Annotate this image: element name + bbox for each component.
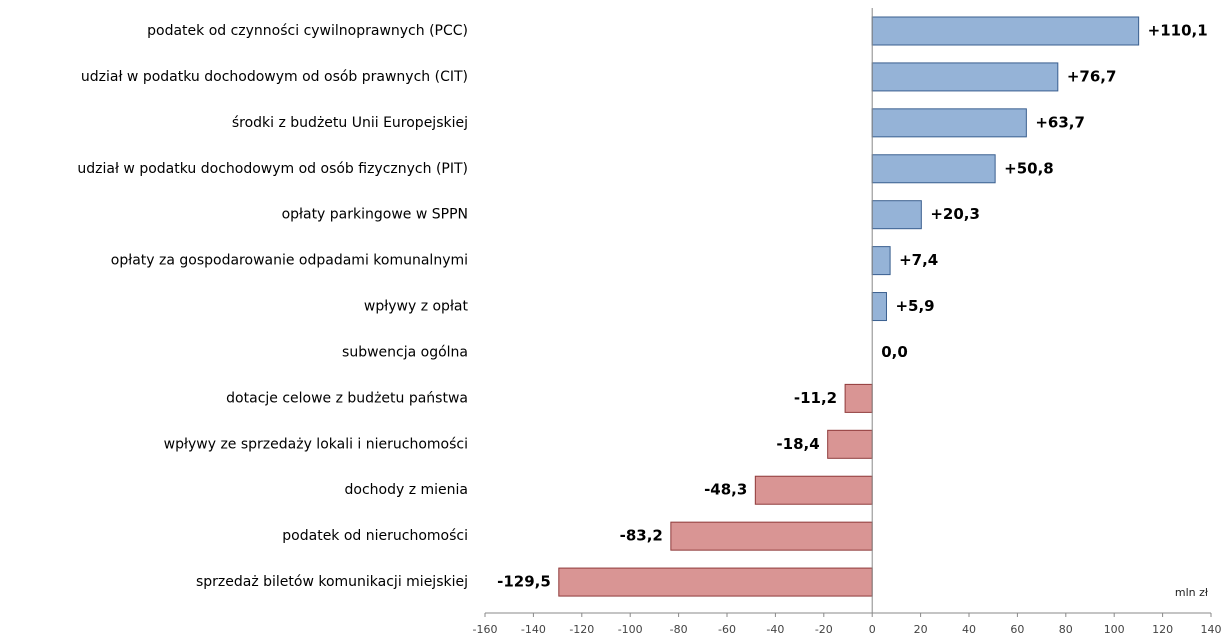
x-tick-label: 80 — [1059, 623, 1073, 636]
category-label: podatek od nieruchomości — [282, 528, 468, 544]
value-label: +63,7 — [1035, 113, 1085, 131]
bar — [871, 292, 887, 322]
value-label: +76,7 — [1067, 67, 1117, 85]
value-label: -48,3 — [704, 481, 747, 499]
value-label: -11,2 — [794, 389, 837, 407]
value-label: -18,4 — [776, 435, 819, 453]
value-label: +5,9 — [895, 297, 934, 315]
value-label: -83,2 — [620, 527, 663, 545]
x-tick-label: -80 — [670, 623, 688, 636]
bar — [871, 16, 1140, 46]
x-tick-label: -100 — [618, 623, 643, 636]
x-tick-label: -120 — [569, 623, 594, 636]
x-tick-label: 120 — [1152, 623, 1173, 636]
bar — [871, 62, 1059, 92]
value-label: -129,5 — [497, 573, 551, 591]
category-label: udział w podatku dochodowym od osób praw… — [81, 69, 468, 85]
bar — [844, 383, 873, 413]
bar — [670, 521, 873, 551]
x-tick-label: -160 — [473, 623, 498, 636]
x-tick-label: -20 — [815, 623, 833, 636]
category-label: środki z budżetu Unii Europejskiej — [232, 115, 468, 131]
x-tick-label: 40 — [962, 623, 976, 636]
category-label: podatek od czynności cywilnoprawnych (PC… — [147, 23, 468, 39]
x-tick-label: 100 — [1104, 623, 1125, 636]
bar — [871, 246, 891, 276]
category-label: wpływy z opłat — [364, 299, 469, 315]
value-label: +7,4 — [899, 251, 938, 269]
x-tick-label: 60 — [1010, 623, 1024, 636]
x-tick-label: -140 — [521, 623, 546, 636]
x-tick-label: 20 — [914, 623, 928, 636]
bar — [827, 429, 873, 459]
value-label: 0,0 — [881, 343, 908, 361]
value-label: +50,8 — [1004, 159, 1054, 177]
bar — [871, 200, 922, 230]
value-label: +20,3 — [930, 205, 980, 223]
category-label: sprzedaż biletów komunikacji miejskiej — [196, 574, 468, 590]
category-label: opłaty parkingowe w SPPN — [282, 207, 468, 223]
bar — [754, 475, 873, 505]
category-label: dotacje celowe z budżetu państwa — [226, 390, 468, 406]
value-label: +110,1 — [1148, 22, 1208, 40]
category-label: subwencja ogólna — [342, 344, 468, 360]
x-tick-label: -40 — [766, 623, 784, 636]
category-label: opłaty za gospodarowanie odpadami komuna… — [111, 253, 468, 269]
category-label: dochody z mienia — [345, 482, 469, 498]
category-label: udział w podatku dochodowym od osób fizy… — [77, 161, 468, 177]
x-tick-label: -60 — [718, 623, 736, 636]
x-tick-label: 0 — [869, 623, 876, 636]
bar — [871, 108, 1027, 138]
x-axis-label: mln zł — [1175, 586, 1209, 599]
category-label: wpływy ze sprzedaży lokali i nieruchomoś… — [164, 436, 468, 452]
bar — [871, 154, 996, 184]
bar — [558, 567, 873, 597]
x-tick-label: 140 — [1201, 623, 1222, 636]
